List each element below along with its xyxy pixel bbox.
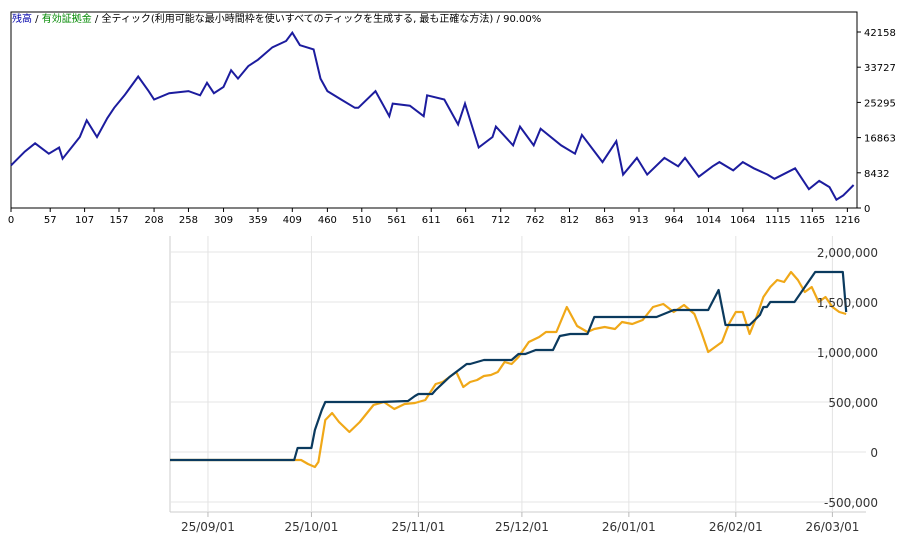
top-x-tick-label: 712 <box>491 215 510 226</box>
bottom-x-tick-label: 25/12/01 <box>495 520 549 534</box>
top-x-tick-label: 812 <box>560 215 579 226</box>
top-y-tick-label: 42158 <box>864 28 896 39</box>
balance-line-bottom <box>170 270 848 462</box>
bottom-y-axis: 2,000,000 1,500,000 1,000,000 500,000 0 -500,… <box>817 246 878 510</box>
top-y-tick-label: 33727 <box>864 63 896 74</box>
legend-equity: 有効証拠金 <box>42 12 92 25</box>
top-x-tick-label: 510 <box>352 215 371 226</box>
bottom-x-tick-label: 25/09/01 <box>181 520 235 534</box>
top-x-axis: 0 57 107 157 208 258 309 359 409 460 510 561 611 661 7… <box>8 208 860 226</box>
bottom-y-tick-label: 1,500,000 <box>817 296 878 310</box>
chart-legend: 残高 / 有効証拠金 / 全ティック(利用可能な最小時間枠を使いすべてのティック… <box>12 12 541 25</box>
top-x-tick-label: 258 <box>179 215 198 226</box>
top-y-tick-label: 0 <box>864 204 870 215</box>
legend-sep-2: / <box>92 14 102 25</box>
bottom-x-tick-label: 26/02/01 <box>709 520 763 534</box>
top-x-tick-label: 1014 <box>696 215 721 226</box>
top-x-tick-label: 460 <box>318 215 337 226</box>
top-x-tick-label: 1064 <box>730 215 755 226</box>
top-x-tick-label: 359 <box>248 215 267 226</box>
bottom-y-tick-label: 1,000,000 <box>817 346 878 360</box>
bottom-x-axis: 25/09/01 25/10/01 25/11/01 25/12/01 26/01/01… <box>181 512 859 534</box>
top-x-tick-label: 964 <box>664 215 683 226</box>
top-x-tick-label: 561 <box>387 215 406 226</box>
profit-timeline-chart: 25/09/01 25/10/01 25/11/01 25/12/01 26/01/01… <box>0 228 904 538</box>
top-x-tick-label: 661 <box>456 215 475 226</box>
top-x-tick-label: 107 <box>75 215 94 226</box>
top-x-tick-label: 409 <box>283 215 302 226</box>
legend-sep-3: / <box>493 14 503 25</box>
top-x-tick-label: 762 <box>526 215 545 226</box>
legend-quality: 90.00% <box>503 14 541 25</box>
bottom-chart-svg: 25/09/01 25/10/01 25/11/01 25/12/01 26/01/01… <box>169 236 878 534</box>
top-plot-frame <box>10 11 858 209</box>
bottom-y-tick-label: -500,000 <box>824 496 878 510</box>
top-x-tick-label: 157 <box>109 215 128 226</box>
bottom-plot-area <box>170 270 848 469</box>
legend-description: 全ティック(利用可能な最小時間枠を使いすべてのティックを生成する, 最も正確な方… <box>101 12 493 25</box>
bottom-y-tick-label: 500,000 <box>828 396 878 410</box>
top-y-tick-label: 8432 <box>864 169 889 180</box>
top-x-tick-label: 1115 <box>765 215 790 226</box>
bottom-grid <box>169 236 866 513</box>
top-chart-svg: 残高 / 有効証拠金 / 全ティック(利用可能な最小時間枠を使いすべてのティック… <box>8 11 896 226</box>
bottom-y-tick-label: 2,000,000 <box>817 246 878 260</box>
legend-balance: 残高 <box>12 12 32 25</box>
top-x-tick-label: 309 <box>214 215 233 226</box>
bottom-x-tick-label: 26/03/01 <box>805 520 859 534</box>
top-y-tick-label: 16863 <box>864 134 896 145</box>
top-x-tick-label: 1216 <box>835 215 860 226</box>
bottom-x-tick-label: 25/11/01 <box>391 520 445 534</box>
bottom-x-tick-label: 26/01/01 <box>602 520 656 534</box>
equity-line-bottom <box>170 270 847 469</box>
top-y-tick-label: 25295 <box>864 98 896 109</box>
legend-sep-1: / <box>32 14 42 25</box>
top-x-tick-label: 611 <box>422 215 441 226</box>
top-x-tick-label: 57 <box>44 215 57 226</box>
top-x-tick-label: 1165 <box>800 215 825 226</box>
bottom-y-tick-label: 0 <box>870 446 878 460</box>
top-x-tick-label: 913 <box>629 215 648 226</box>
balance-equity-chart: 残高 / 有効証拠金 / 全ティック(利用可能な最小時間枠を使いすべてのティック… <box>0 0 904 228</box>
top-x-tick-label: 208 <box>145 215 164 226</box>
balance-line <box>10 30 855 202</box>
top-x-tick-label: 863 <box>595 215 614 226</box>
top-plot-area <box>10 11 858 209</box>
bottom-x-tick-label: 25/10/01 <box>284 520 338 534</box>
top-x-tick-label: 0 <box>8 215 14 226</box>
top-y-axis: 42158 33727 25295 16863 8432 0 <box>857 28 896 215</box>
